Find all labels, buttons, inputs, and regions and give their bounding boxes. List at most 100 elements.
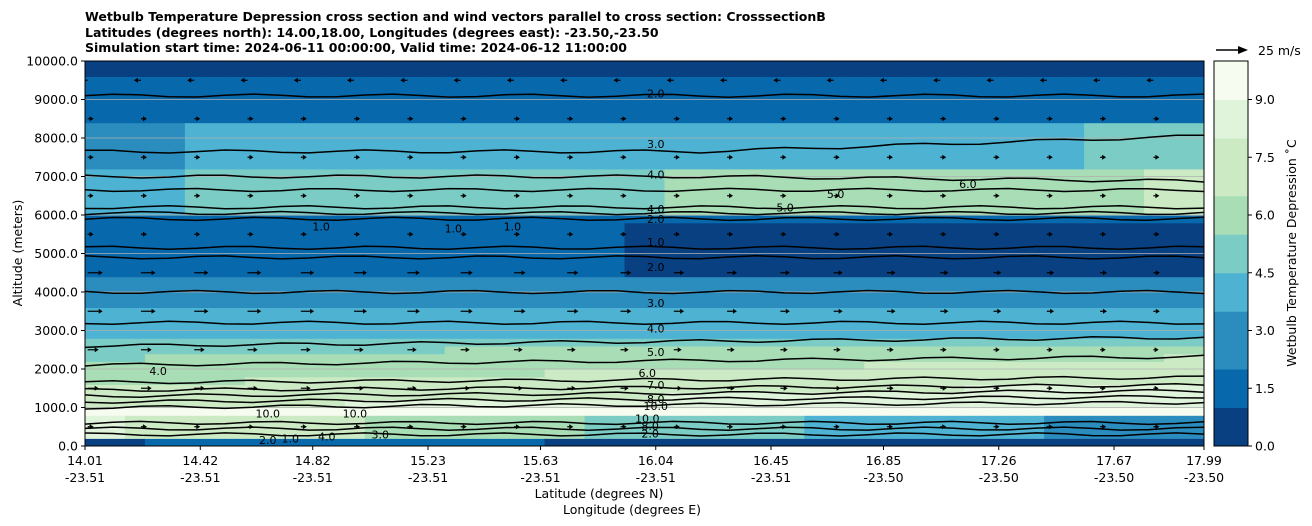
wind-vector-head xyxy=(720,77,725,83)
field-cell xyxy=(124,168,146,178)
field-cell xyxy=(524,261,546,270)
field-cell xyxy=(164,345,186,355)
field-cell xyxy=(1064,268,1085,278)
field-cell xyxy=(384,99,406,108)
wind-vector-head xyxy=(362,270,367,276)
field-cell xyxy=(824,222,845,231)
field-cell xyxy=(844,138,865,147)
field-cell xyxy=(1184,138,1204,147)
field-cell xyxy=(704,307,726,316)
field-cell xyxy=(664,130,686,139)
field-cell xyxy=(504,353,526,362)
field-cell xyxy=(524,330,546,339)
field-cell xyxy=(1124,268,1145,278)
field-cell xyxy=(744,322,765,332)
field-cell xyxy=(684,184,706,193)
field-cell xyxy=(1144,338,1165,347)
field-cell xyxy=(484,184,506,193)
field-cell xyxy=(1124,161,1145,170)
field-cell xyxy=(1004,161,1025,170)
title-line-1: Wetbulb Temperature Depression cross sec… xyxy=(85,9,826,24)
field-cell xyxy=(384,330,406,339)
wind-vector-head xyxy=(627,270,632,276)
field-cell xyxy=(504,261,526,270)
field-cell xyxy=(944,114,965,124)
field-cell xyxy=(724,168,746,178)
field-cell xyxy=(424,284,446,293)
field-cell xyxy=(164,191,186,201)
wind-vector-head xyxy=(356,193,361,199)
field-cell xyxy=(224,199,246,208)
field-cell xyxy=(1124,438,1145,446)
field-cell xyxy=(1064,384,1085,393)
field-cell xyxy=(224,253,246,262)
field-cell xyxy=(864,261,885,270)
field-cell xyxy=(344,353,366,362)
wind-key-label: 25 m/s xyxy=(1258,43,1301,58)
field-cell xyxy=(584,369,606,378)
field-cell xyxy=(1104,430,1125,439)
field-cell xyxy=(804,392,825,401)
field-cell xyxy=(324,99,346,108)
field-cell xyxy=(984,261,1005,270)
field-cell xyxy=(144,153,166,162)
field-cell xyxy=(644,61,666,70)
field-cell xyxy=(304,199,326,208)
field-cell xyxy=(904,407,925,416)
field-cell xyxy=(464,292,486,301)
field-cell xyxy=(884,338,905,347)
field-cell xyxy=(464,191,486,201)
field-cell xyxy=(804,76,825,85)
field-cell xyxy=(384,68,406,77)
field-cell xyxy=(1024,345,1045,355)
field-cell xyxy=(604,438,626,446)
wind-vector-head xyxy=(515,154,520,160)
x-tick-label-lon: -23.50 xyxy=(863,470,903,485)
field-cell xyxy=(164,338,186,347)
field-cell xyxy=(104,230,126,239)
field-cell xyxy=(704,191,726,201)
field-cell xyxy=(524,68,546,77)
field-cell xyxy=(304,215,326,224)
field-cell xyxy=(184,276,206,285)
field-cell xyxy=(104,238,126,247)
field-cell xyxy=(1024,114,1045,124)
field-cell xyxy=(804,114,825,124)
field-cell xyxy=(464,138,486,147)
field-cell xyxy=(244,261,266,270)
wind-vector-head xyxy=(782,193,787,199)
field-cell xyxy=(284,292,306,301)
field-cell xyxy=(104,153,126,162)
field-cell xyxy=(1124,122,1145,131)
field-cell xyxy=(1044,215,1065,224)
field-cell xyxy=(544,268,566,278)
field-cell xyxy=(884,415,905,424)
field-cell xyxy=(264,76,286,85)
field-cell xyxy=(764,245,785,255)
field-cell xyxy=(324,369,346,378)
field-cell xyxy=(564,161,586,170)
field-cell xyxy=(744,130,765,139)
y-tick-label: 2000.0 xyxy=(34,362,78,377)
wind-vector-head xyxy=(732,270,737,276)
field-cell xyxy=(924,145,945,154)
field-cell xyxy=(824,61,845,70)
field-cell xyxy=(564,153,586,162)
field-cell xyxy=(404,438,426,446)
field-cell xyxy=(384,284,406,293)
field-cell xyxy=(584,207,606,216)
field-cell xyxy=(584,422,606,432)
field-cell xyxy=(304,130,326,139)
field-cell xyxy=(644,299,666,308)
field-cell xyxy=(804,422,825,432)
field-cell xyxy=(204,261,226,270)
field-cell xyxy=(864,253,885,262)
field-cell xyxy=(824,353,845,362)
field-cell xyxy=(944,438,965,446)
field-cell xyxy=(204,161,226,170)
field-cell xyxy=(284,422,306,432)
field-cell xyxy=(624,161,646,170)
field-cell xyxy=(364,76,386,85)
field-cell xyxy=(624,315,646,324)
field-cell xyxy=(1144,376,1165,385)
